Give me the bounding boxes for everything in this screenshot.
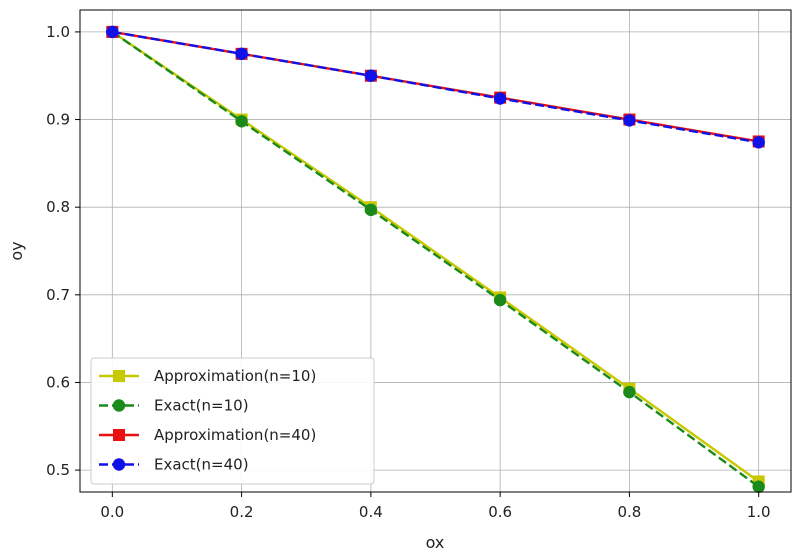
legend-entry: Exact(n=10) xyxy=(99,397,249,415)
data-point xyxy=(493,293,507,307)
legend-label: Exact(n=40) xyxy=(154,456,249,474)
data-point xyxy=(235,115,248,128)
legend-label: Approximation(n=10) xyxy=(154,367,316,385)
y-tick-label: 0.6 xyxy=(46,373,70,391)
legend-box xyxy=(90,357,375,485)
legend-entry: Exact(n=40) xyxy=(99,456,249,474)
data-point xyxy=(235,47,248,61)
data-point xyxy=(364,203,378,217)
x-tick-label: 0.0 xyxy=(100,503,124,521)
y-axis-label: oy xyxy=(7,241,26,260)
data-point xyxy=(752,480,765,493)
x-tick-label: 1.0 xyxy=(747,503,771,521)
x-tick-label: 0.2 xyxy=(230,503,254,521)
legend-marker xyxy=(113,370,125,382)
y-tick-label: 0.8 xyxy=(46,198,70,216)
data-point xyxy=(623,114,636,127)
legend-marker xyxy=(112,399,126,412)
series-4 xyxy=(106,25,765,149)
legend-marker xyxy=(112,458,126,471)
series-layer xyxy=(106,25,765,493)
data-point xyxy=(364,69,378,82)
data-point xyxy=(623,385,636,399)
y-tick-label: 0.7 xyxy=(46,286,70,304)
y-tick-label: 0.9 xyxy=(46,111,70,129)
legend-marker xyxy=(113,429,125,441)
legend-items: Approximation(n=10) Exact(n=10) Approximat… xyxy=(99,367,316,474)
series-line xyxy=(111,30,760,483)
legend-entry: Approximation(n=40) xyxy=(99,426,316,444)
series-line xyxy=(112,30,759,144)
data-point xyxy=(493,92,507,105)
y-tick-label: 1.0 xyxy=(46,23,70,41)
x-axis-label: ox xyxy=(426,533,445,552)
x-tick-label: 0.8 xyxy=(617,503,641,521)
legend-label: Exact(n=10) xyxy=(154,397,249,415)
x-tick-label: 0.4 xyxy=(359,503,383,521)
legend-entry: Approximation(n=10) xyxy=(99,367,316,385)
ticks: 0.0 0.2 0.4 0.6 0.8 1.0 0.5 0.6 0.7 0.8 0.9 1.0 xyxy=(46,23,770,521)
legend-label: Approximation(n=40) xyxy=(154,426,316,444)
data-point xyxy=(106,25,119,39)
plot-frame xyxy=(79,9,792,493)
y-tick-label: 0.5 xyxy=(46,461,70,479)
legend: Approximation(n=10) Exact(n=10) Approximat… xyxy=(90,357,375,485)
x-tick-label: 0.6 xyxy=(488,503,512,521)
series-line xyxy=(111,30,760,488)
data-point xyxy=(752,136,765,149)
